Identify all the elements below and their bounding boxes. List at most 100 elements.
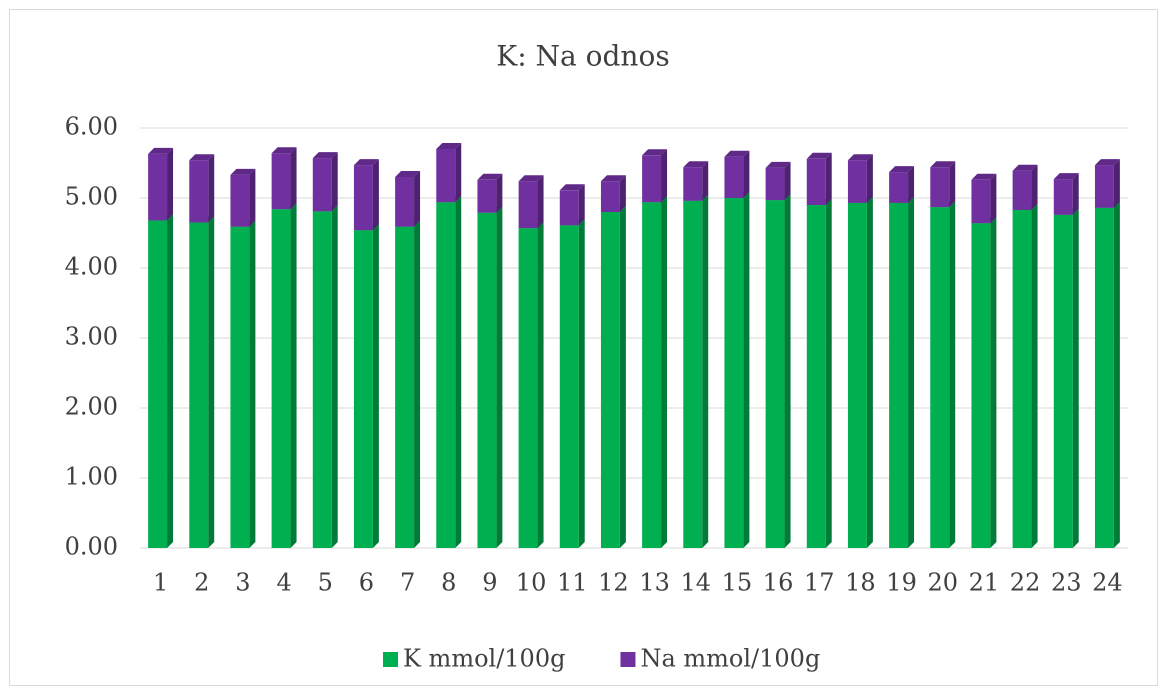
bar (971, 179, 991, 224)
bar-side (455, 196, 462, 548)
bar-side (702, 161, 709, 201)
x-tick-label: 13 (639, 569, 670, 597)
bar (600, 181, 620, 212)
bar-side (1072, 173, 1079, 215)
bar-side (208, 154, 215, 223)
x-tick-label: 3 (235, 569, 250, 597)
bar-side (578, 184, 585, 226)
bar (518, 228, 538, 548)
bar-side (743, 150, 750, 198)
bar (395, 226, 415, 548)
bar-side (866, 154, 873, 203)
bar-side (290, 203, 297, 548)
bar-side (949, 201, 956, 548)
x-tick-label: 10 (516, 569, 547, 597)
bar (477, 179, 497, 213)
bar-top (683, 161, 709, 168)
x-tick-label: 22 (1010, 569, 1041, 597)
bar-top (847, 154, 873, 161)
bar (271, 209, 291, 548)
bar (806, 205, 826, 548)
bar (847, 160, 867, 203)
bar-side (619, 206, 626, 548)
bar (436, 202, 456, 548)
bar-top (477, 173, 503, 180)
bar-top (930, 161, 956, 168)
y-tick-label: 5.00 (65, 183, 118, 211)
bar-side (784, 194, 791, 548)
bar (395, 177, 415, 227)
bar (847, 202, 867, 548)
bar-side (537, 222, 544, 548)
x-tick-label: 7 (400, 569, 415, 597)
bar-side (1072, 208, 1079, 549)
bar (806, 158, 826, 205)
bar-top (395, 171, 421, 177)
bar-side (537, 175, 544, 229)
bar-side (661, 149, 668, 203)
x-tick-label: 1 (153, 569, 168, 597)
bar (189, 160, 209, 223)
bar-top (806, 152, 832, 159)
bar (930, 207, 950, 548)
bar-side (331, 152, 338, 212)
bar-side (331, 205, 338, 549)
bar-side (908, 166, 915, 203)
x-tick-label: 9 (482, 569, 497, 597)
bar-side (1031, 164, 1038, 210)
bar (312, 211, 332, 549)
x-tick-label: 24 (1092, 569, 1123, 597)
bar-top (642, 149, 668, 156)
bar-side (784, 161, 791, 201)
bar-top (765, 161, 791, 168)
bar-side (208, 216, 215, 548)
bar-side (1031, 203, 1038, 548)
bar (271, 153, 291, 210)
bar (889, 202, 909, 548)
bar (230, 174, 250, 227)
bar-top (436, 143, 462, 149)
bar (1094, 165, 1114, 208)
bar-side (990, 217, 997, 548)
bar-top (518, 175, 544, 182)
bar-top (559, 184, 585, 191)
bar-side (414, 171, 421, 227)
bar (1094, 207, 1114, 549)
bar-side (290, 147, 297, 210)
bar-top (724, 150, 750, 157)
x-tick-label: 2 (194, 569, 209, 597)
x-tick-label: 15 (722, 569, 753, 597)
bar-top (889, 166, 915, 173)
bar-top (148, 147, 174, 154)
bar (477, 212, 497, 548)
bar-top (271, 147, 297, 154)
bar-top (353, 159, 379, 166)
bar (518, 181, 538, 229)
bar-side (167, 214, 174, 548)
x-tick-label: 16 (763, 569, 794, 597)
x-tick-label: 19 (886, 569, 917, 597)
x-tick-label: 6 (359, 569, 374, 597)
bar-top (600, 175, 626, 182)
bar-top (971, 173, 997, 180)
bar-side (825, 152, 832, 205)
bar-side (949, 161, 956, 208)
bar (642, 202, 662, 548)
bar-side (496, 173, 503, 213)
bar (971, 223, 991, 548)
bar (353, 230, 373, 548)
y-tick-label: 6.00 (65, 113, 118, 141)
bar-side (619, 175, 626, 212)
bar (353, 165, 373, 231)
bar (930, 167, 950, 208)
x-tick-label: 23 (1051, 569, 1082, 597)
bar (1012, 209, 1032, 548)
bar (765, 167, 785, 201)
bar-side (661, 196, 668, 548)
bar (559, 225, 579, 549)
bar (889, 172, 909, 203)
bar-side (1113, 159, 1120, 208)
bar-side (702, 194, 709, 549)
x-tick-label: 18 (845, 569, 876, 597)
